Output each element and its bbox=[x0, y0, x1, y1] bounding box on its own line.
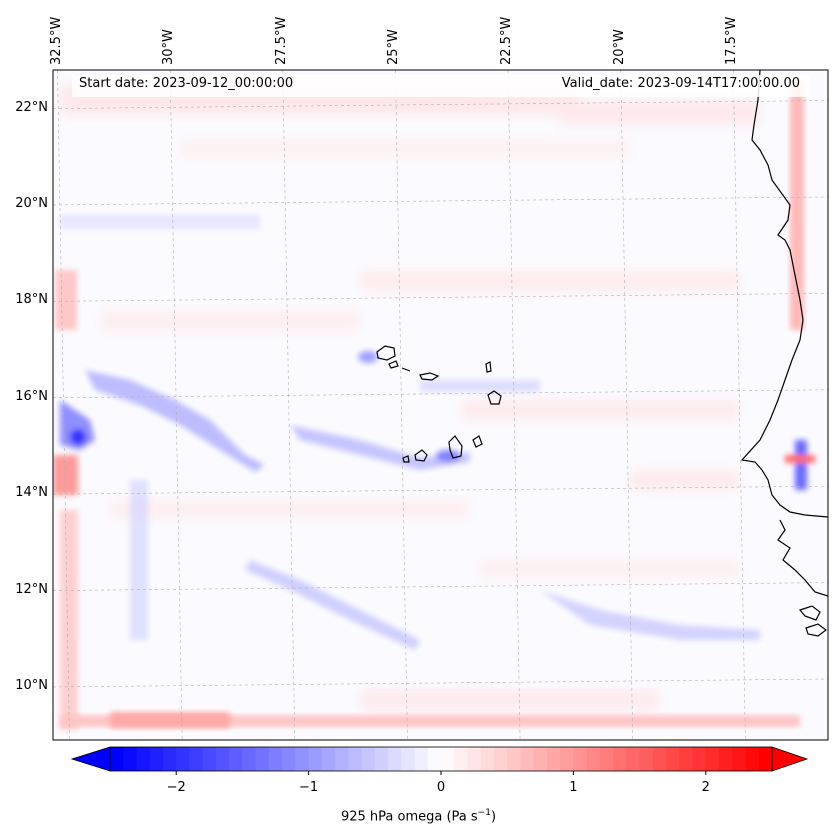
colorbar-segment bbox=[374, 747, 389, 771]
meridian-line bbox=[282, 70, 296, 740]
colorbar-high-extend bbox=[771, 746, 809, 772]
colorbar-segment bbox=[176, 747, 191, 771]
meridian-line bbox=[507, 70, 521, 740]
longitude-label: 27.5°W bbox=[273, 16, 289, 65]
colorbar-segment bbox=[136, 747, 151, 771]
colorbar-segment bbox=[467, 747, 482, 771]
colorbar-segment bbox=[282, 747, 296, 771]
latitude-label: 18°N bbox=[15, 292, 48, 308]
meridian-line bbox=[395, 70, 408, 740]
colorbar-segment bbox=[586, 747, 601, 771]
colorbar-segment bbox=[414, 747, 429, 771]
colorbar-label-text: 925 hPa omega (Pa s bbox=[340, 809, 478, 825]
colorbar-segment bbox=[546, 747, 561, 771]
longitude-label: 22.5°W bbox=[499, 16, 515, 65]
colorbar-label: 925 hPa omega (Pa s−1) bbox=[0, 808, 837, 824]
meridian-line bbox=[169, 70, 183, 740]
colorbar-segment bbox=[427, 747, 442, 771]
colorbar-segment bbox=[719, 747, 733, 771]
latitude-label: 22°N bbox=[15, 99, 48, 115]
colorbar-segment bbox=[573, 747, 588, 771]
colorbar-segment bbox=[110, 747, 124, 771]
colorbar-segment bbox=[507, 747, 522, 771]
colorbar-segment bbox=[520, 747, 535, 771]
colorbar-segment bbox=[441, 747, 455, 771]
colorbar-segment bbox=[123, 747, 138, 771]
colorbar-label-exponent: −1 bbox=[477, 808, 491, 818]
latitude-label: 10°N bbox=[15, 677, 48, 693]
longitude-label: 20°W bbox=[611, 29, 627, 65]
latitude-label: 12°N bbox=[15, 581, 48, 597]
longitude-label: 30°W bbox=[161, 29, 177, 65]
colorbar bbox=[70, 746, 809, 775]
colorbar-label-close: ) bbox=[490, 809, 497, 825]
colorbar-segment bbox=[401, 747, 416, 771]
colorbar-segment bbox=[480, 747, 495, 771]
colorbar-segment bbox=[652, 747, 667, 771]
latitude-label: 14°N bbox=[15, 485, 48, 501]
colorbar-segment bbox=[679, 747, 694, 771]
colorbar-low-extend bbox=[70, 746, 111, 772]
colorbar-segment bbox=[692, 747, 707, 771]
colorbar-segment bbox=[162, 747, 177, 771]
omega-field bbox=[53, 70, 828, 740]
colorbar-segment bbox=[493, 747, 508, 771]
colorbar-segment bbox=[361, 747, 376, 771]
colorbar-segment bbox=[599, 747, 614, 771]
colorbar-segment bbox=[758, 747, 773, 771]
colorbar-segment bbox=[348, 747, 363, 771]
colorbar-segment bbox=[308, 747, 323, 771]
colorbar-segment bbox=[202, 747, 217, 771]
colorbar-segment bbox=[229, 747, 243, 771]
colorbar-segment bbox=[295, 747, 310, 771]
colorbar-segment bbox=[215, 747, 230, 771]
colorbar-segment bbox=[242, 747, 257, 771]
colorbar-tick-label: 1 bbox=[569, 780, 578, 795]
latitude-label: 16°N bbox=[15, 388, 48, 404]
colorbar-segment bbox=[613, 747, 627, 771]
colorbar-segment bbox=[149, 747, 164, 771]
coastlines bbox=[376, 70, 828, 637]
colorbar-segment bbox=[189, 747, 204, 771]
longitude-label: 17.5°W bbox=[724, 16, 740, 65]
colorbar-segment bbox=[388, 747, 402, 771]
colorbar-segment bbox=[268, 747, 283, 771]
graticule bbox=[53, 70, 828, 740]
colorbar-tick-label: −1 bbox=[299, 780, 319, 795]
info-backdrop bbox=[72, 75, 810, 97]
colorbar-tick-label: 2 bbox=[701, 780, 710, 795]
colorbar-tick-label: −2 bbox=[166, 780, 186, 795]
colorbar-segment bbox=[255, 747, 270, 771]
valid-date-text: Valid_date: 2023-09-14T17:00:00.00 bbox=[561, 76, 800, 91]
colorbar-segment bbox=[321, 747, 336, 771]
colorbar-segment bbox=[626, 747, 641, 771]
colorbar-segment bbox=[560, 747, 574, 771]
colorbar-segment bbox=[639, 747, 654, 771]
colorbar-segment bbox=[732, 747, 747, 771]
meridian-line bbox=[733, 70, 746, 740]
colorbar-segment bbox=[705, 747, 720, 771]
meridian-line bbox=[57, 70, 70, 740]
latitude-label: 20°N bbox=[15, 195, 48, 211]
start-date-text: Start date: 2023-09-12_00:00:00 bbox=[79, 76, 294, 91]
colorbar-tick-label: 0 bbox=[436, 780, 446, 795]
colorbar-segment bbox=[666, 747, 680, 771]
colorbar-segment bbox=[745, 747, 760, 771]
meridian-line bbox=[620, 70, 634, 740]
longitude-label: 25°W bbox=[386, 29, 402, 65]
longitude-label: 32.5°W bbox=[48, 16, 64, 65]
colorbar-segment bbox=[454, 747, 469, 771]
colorbar-segment bbox=[335, 747, 349, 771]
map-frame bbox=[52, 69, 829, 741]
colorbar-segment bbox=[533, 747, 548, 771]
